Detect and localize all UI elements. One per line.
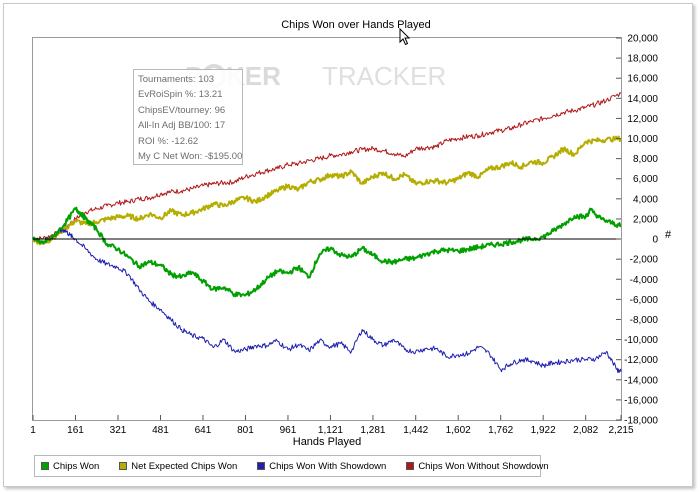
x-tick-label: 961 bbox=[280, 425, 297, 436]
x-tick-label: 481 bbox=[152, 425, 169, 436]
x-tick-label: 2,215 bbox=[608, 425, 633, 436]
y-tick-label: -2,000 bbox=[630, 255, 659, 266]
legend-label-with-showdown: Chips Won With Showdown bbox=[269, 460, 387, 472]
legend-swatch-chips-won bbox=[41, 462, 49, 470]
stat-chipsev: ChipsEV/tourney: 96 bbox=[138, 104, 226, 116]
y-tick-label: -14,000 bbox=[624, 375, 658, 386]
y-axis-label: # bbox=[665, 229, 672, 241]
y-tick-label: 18,000 bbox=[627, 54, 658, 65]
y-tick-label: 12,000 bbox=[627, 114, 658, 125]
y-tick-label: 2,000 bbox=[633, 214, 658, 225]
y-tick-label: 0 bbox=[652, 235, 658, 246]
y-tick-label: 4,000 bbox=[633, 194, 658, 205]
legend-item-net-expected[interactable]: Net Expected Chips Won bbox=[119, 461, 237, 472]
y-tick-label: -4,000 bbox=[630, 275, 659, 286]
y-tick-label: -8,000 bbox=[630, 315, 659, 326]
legend-label-without-showdown: Chips Won Without Showdown bbox=[418, 460, 549, 472]
stat-net-won: My C Net Won: -$195.00 bbox=[138, 151, 243, 163]
legend-item-chips-won[interactable]: Chips Won bbox=[41, 461, 99, 472]
chart-canvas: P KER TRACKER Chips Won over Hands Playe… bbox=[30, 19, 672, 448]
x-tick-label: 801 bbox=[237, 425, 254, 436]
x-tick-label: 1,281 bbox=[360, 425, 385, 436]
legend-item-with-showdown[interactable]: Chips Won With Showdown bbox=[257, 461, 386, 472]
x-tick-label: 1,442 bbox=[403, 425, 428, 436]
x-tick-label: 321 bbox=[110, 425, 127, 436]
chart-frame: P KER TRACKER Chips Won over Hands Playe… bbox=[3, 3, 693, 487]
watermark-logo: P KER TRACKER bbox=[185, 61, 446, 91]
y-tick-label: -6,000 bbox=[630, 295, 659, 306]
y-tick-label: -12,000 bbox=[624, 355, 658, 366]
legend-label-chips-won: Chips Won bbox=[53, 460, 100, 472]
watermark-tracker: TRACKER bbox=[322, 61, 446, 91]
x-axis: 1 161 321 481 641 801 961 1,121 1,281 1,442 1,602 1… bbox=[30, 415, 634, 436]
x-tick-label: 1,922 bbox=[531, 425, 556, 436]
y-tick-label: -16,000 bbox=[624, 395, 658, 406]
legend-swatch-without-showdown bbox=[406, 462, 415, 470]
x-tick-label: 641 bbox=[195, 425, 212, 436]
mouse-cursor-icon bbox=[399, 28, 411, 46]
x-tick-label: 2,082 bbox=[573, 425, 598, 436]
stat-evroispin: EvRoiSpin %: 13.21 bbox=[138, 89, 223, 101]
legend-swatch-with-showdown bbox=[257, 462, 266, 470]
x-axis-label: Hands Played bbox=[293, 436, 362, 448]
legend-label-net-expected: Net Expected Chips Won bbox=[131, 460, 238, 472]
stats-info-box: Tournaments: 103 EvRoiSpin %: 13.21 Chip… bbox=[133, 69, 243, 165]
x-tick-label: 1,762 bbox=[488, 425, 513, 436]
series-line-chips-won-without-showdown bbox=[32, 92, 622, 242]
stat-allin-adj: All-In Adj BB/100: 17 bbox=[138, 120, 226, 132]
y-tick-label: 16,000 bbox=[627, 74, 658, 85]
legend-item-without-showdown[interactable]: Chips Won Without Showdown bbox=[406, 460, 549, 472]
x-tick-label: 1 bbox=[30, 425, 36, 436]
y-tick-label: -18,000 bbox=[624, 416, 658, 427]
series-layer bbox=[32, 92, 622, 374]
chart-legend: Chips Won Net Expected Chips Won Chips W… bbox=[34, 455, 549, 477]
x-tick-label: 1,121 bbox=[318, 425, 343, 436]
y-axis: 20,000 18,000 16,000 14,000 12,000 10,000 8,00… bbox=[616, 34, 658, 427]
y-tick-label: 10,000 bbox=[627, 134, 658, 145]
plot-area bbox=[32, 37, 622, 421]
x-tick-label: 161 bbox=[67, 425, 84, 436]
series-line-chips-won-with-showdown bbox=[32, 227, 622, 374]
stat-tournaments: Tournaments: 103 bbox=[138, 74, 215, 85]
series-line-chips-won bbox=[32, 206, 622, 298]
series-line-net-expected-chips-won bbox=[32, 135, 622, 246]
y-tick-label: 14,000 bbox=[627, 94, 658, 105]
y-tick-label: 6,000 bbox=[633, 174, 658, 185]
legend-swatch-net-expected bbox=[119, 462, 128, 470]
y-tick-label: 8,000 bbox=[633, 154, 658, 165]
chart-title: Chips Won over Hands Played bbox=[281, 19, 431, 31]
x-tick-label: 1,602 bbox=[446, 425, 471, 436]
y-tick-label: -10,000 bbox=[624, 335, 658, 346]
stat-roi: ROI %: -12.62 bbox=[138, 135, 199, 147]
y-tick-label: 20,000 bbox=[627, 34, 658, 45]
